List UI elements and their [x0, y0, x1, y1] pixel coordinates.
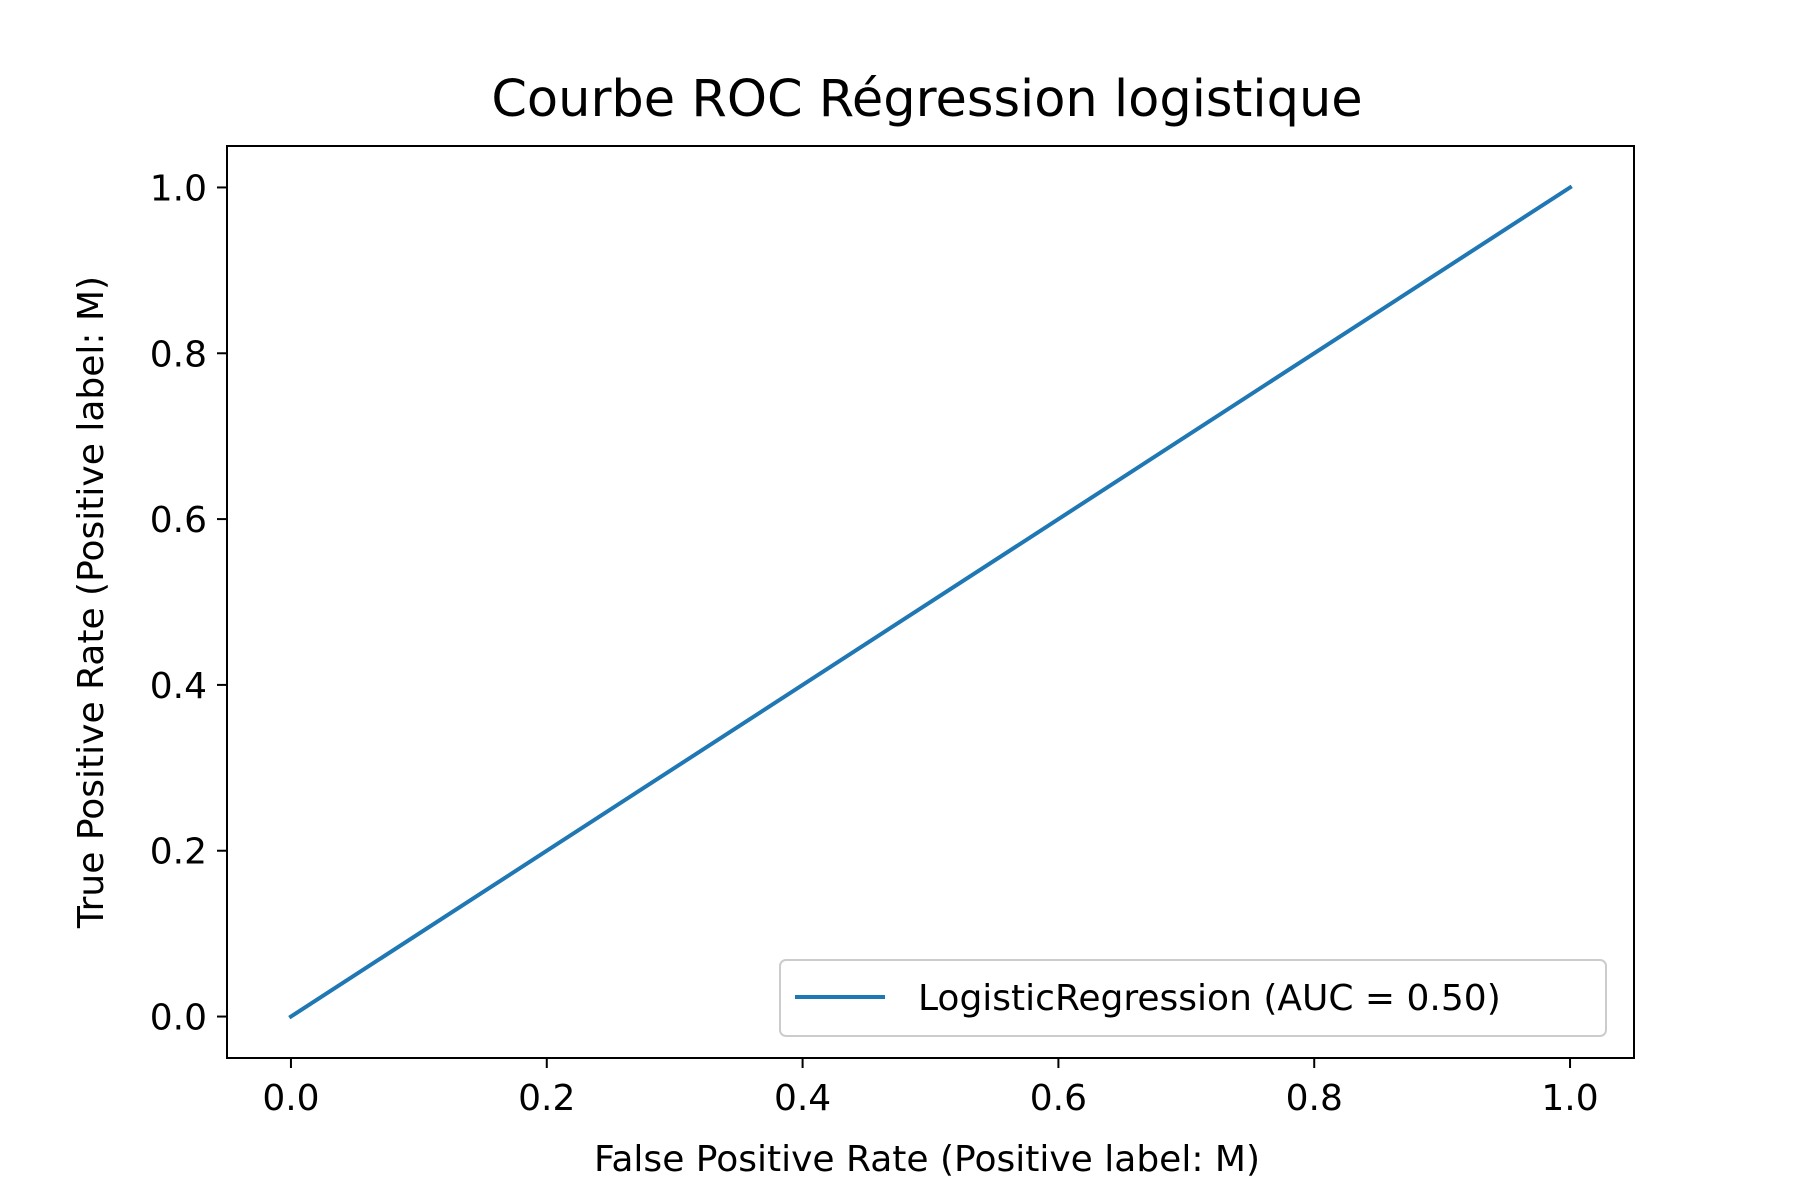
x-tick-label: 0.2 — [518, 1078, 575, 1119]
y-tick-label: 1.0 — [150, 168, 207, 209]
x-tick-label: 1.0 — [1541, 1078, 1598, 1119]
x-tick-label: 0.4 — [774, 1078, 831, 1119]
x-axis-label: False Positive Rate (Positive label: M) — [594, 1139, 1260, 1180]
x-tick-label: 0.8 — [1286, 1078, 1343, 1119]
chart-title: Courbe ROC Régression logistique — [491, 70, 1362, 129]
x-axis: 0.0 0.2 0.4 0.6 0.8 1.0 — [262, 1058, 1599, 1119]
y-tick-label: 0.8 — [150, 334, 207, 375]
y-axis: 0.0 0.2 0.4 0.6 0.8 1.0 — [150, 168, 227, 1039]
legend-label: LogisticRegression (AUC = 0.50) — [918, 978, 1501, 1019]
legend: LogisticRegression (AUC = 0.50) — [779, 959, 1607, 1037]
y-tick-label: 0.4 — [150, 666, 207, 707]
series-line — [288, 184, 1573, 1020]
legend-box — [779, 959, 1607, 1037]
x-tick-label: 0.0 — [262, 1078, 319, 1119]
y-axis-label: True Positive Rate (Positive label: M) — [71, 276, 112, 929]
y-tick-label: 0.2 — [150, 832, 207, 873]
plot-area — [226, 145, 1635, 1059]
series-layer — [288, 184, 1573, 1020]
axes-frame — [226, 145, 1635, 1059]
y-tick-label: 0.0 — [150, 998, 207, 1039]
x-tick-label: 0.6 — [1030, 1078, 1087, 1119]
y-tick-label: 0.6 — [150, 500, 207, 541]
